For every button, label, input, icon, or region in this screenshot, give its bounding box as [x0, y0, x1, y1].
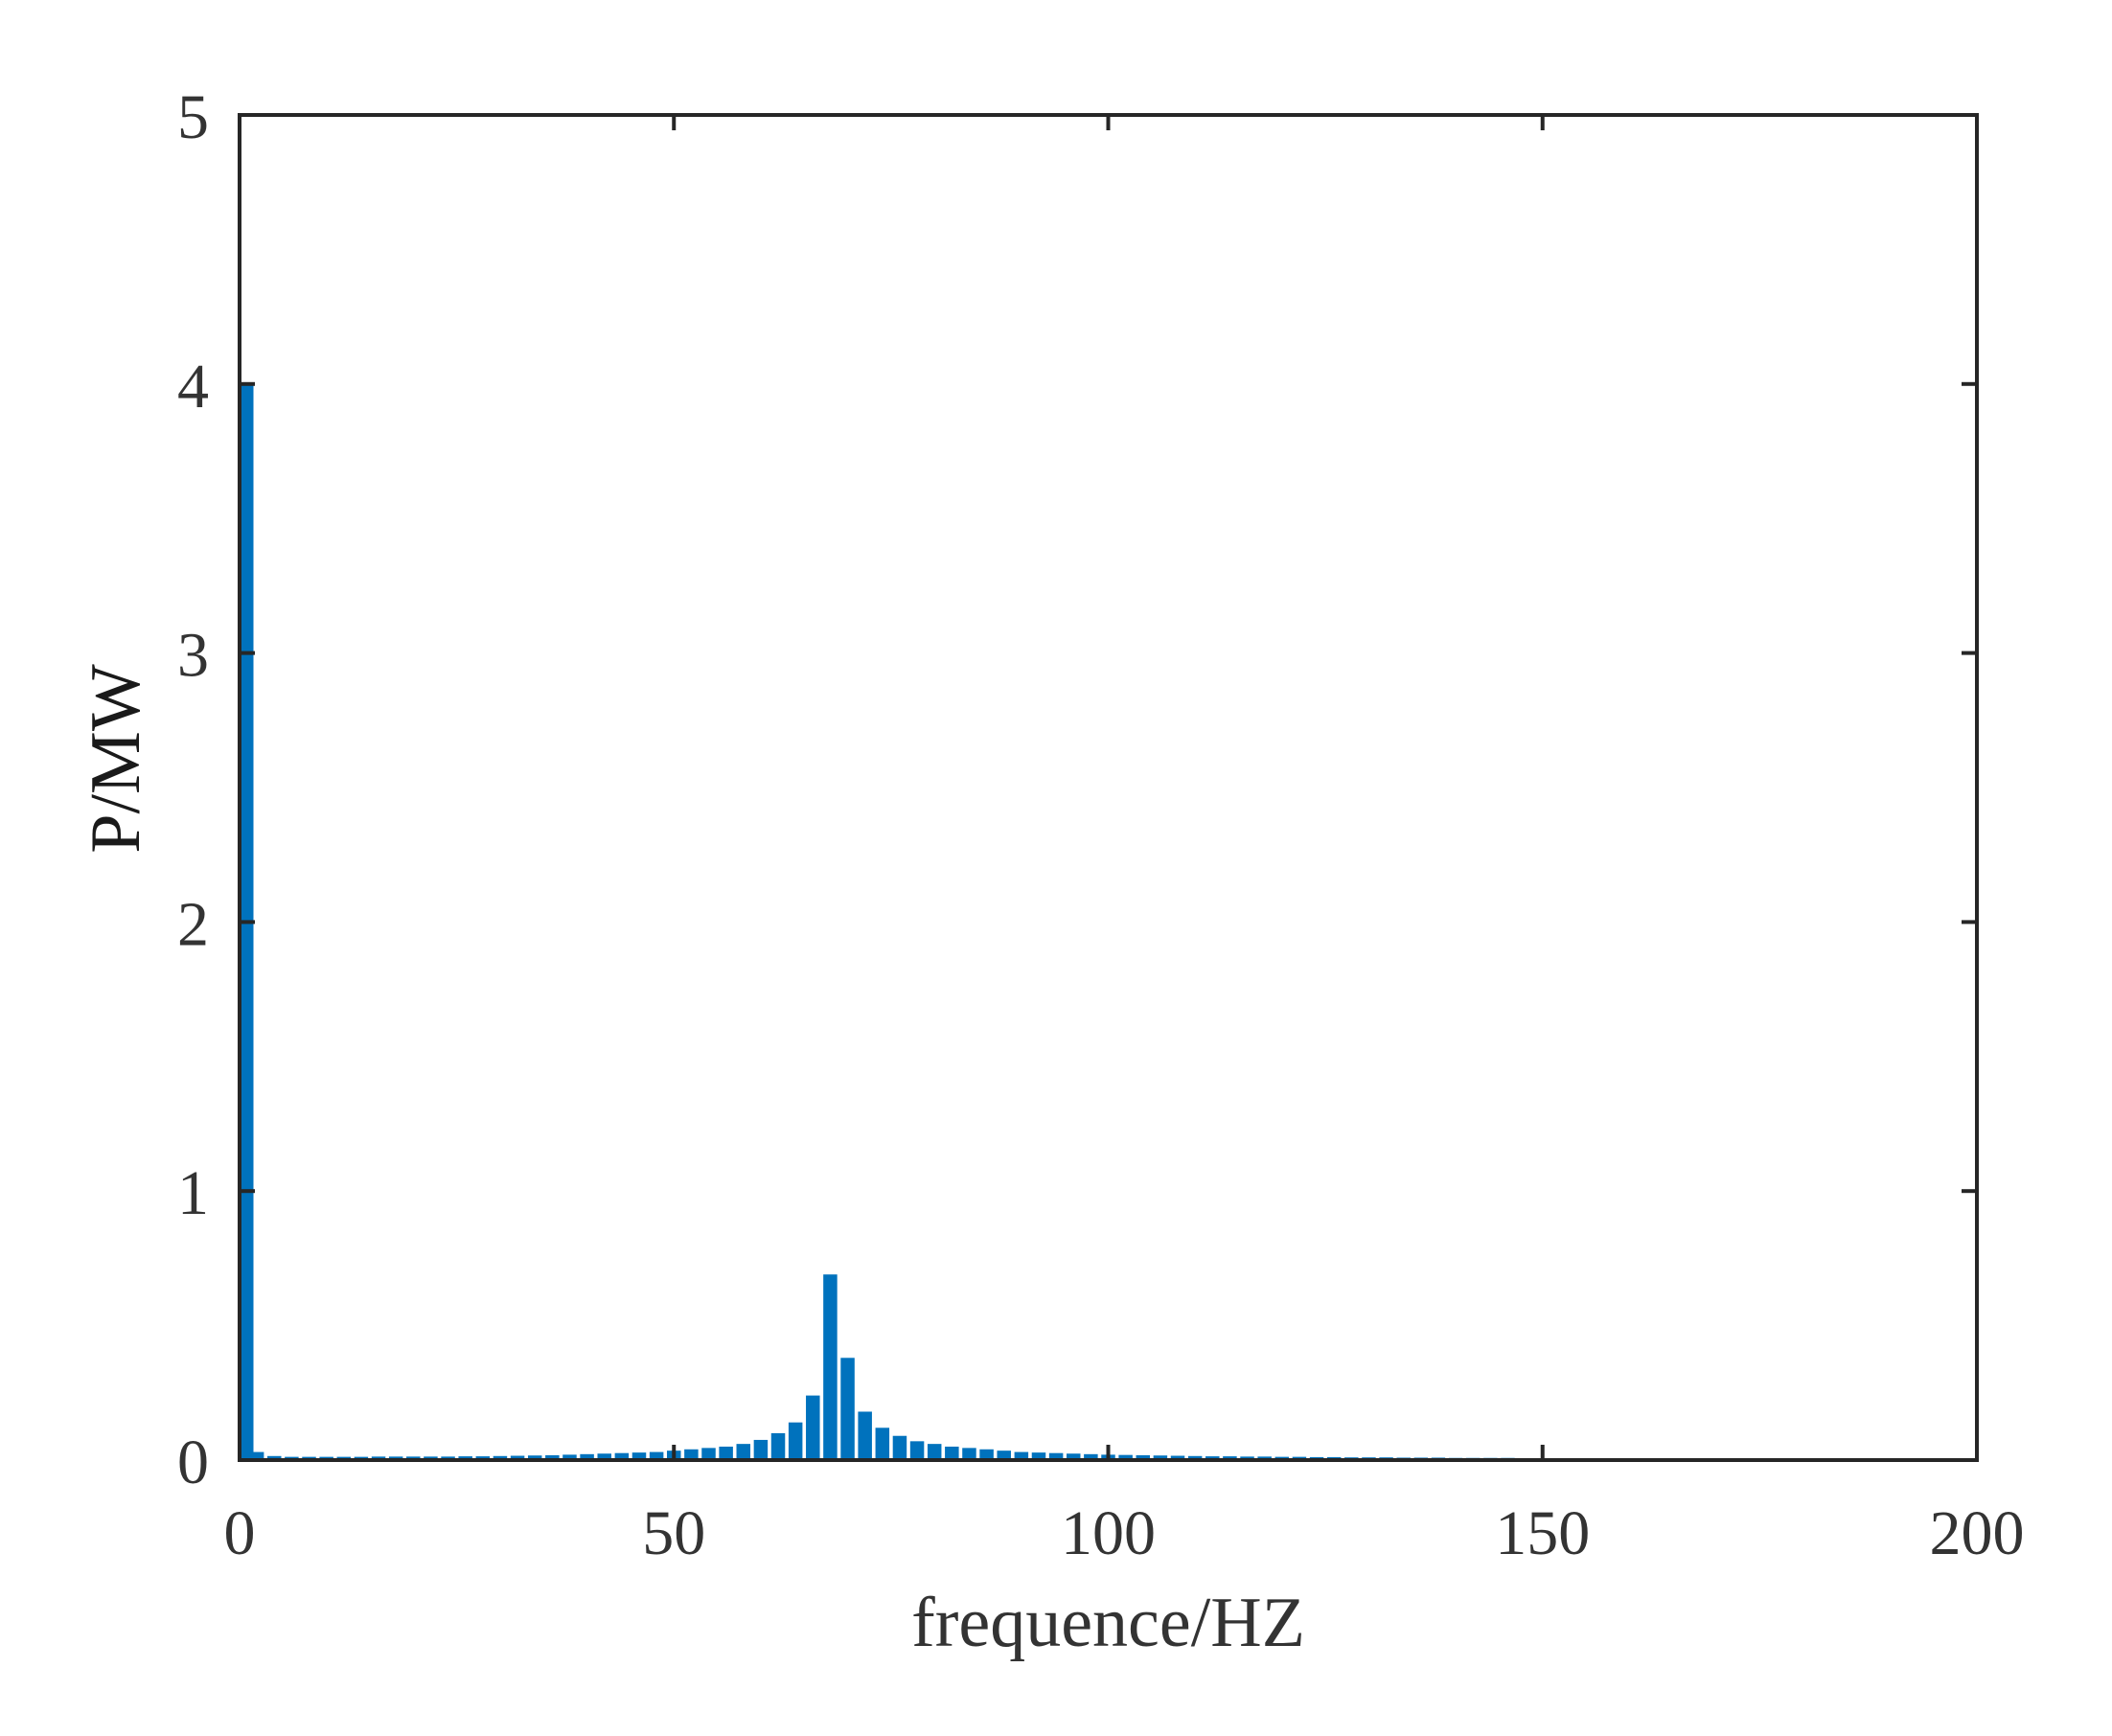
- bar: [701, 1448, 716, 1460]
- bar: [927, 1444, 942, 1460]
- y-tick-label: 4: [177, 352, 209, 422]
- bar: [892, 1435, 907, 1460]
- bar: [1014, 1451, 1029, 1460]
- x-axis-label: frequence/HZ: [911, 1584, 1305, 1662]
- bars-group: [240, 383, 1689, 1460]
- bar: [1187, 1455, 1203, 1460]
- tick-labels-group: 0 50 100 150 200 0 1 2 3 4 5: [177, 82, 2025, 1568]
- bar: [945, 1446, 959, 1460]
- bar: [631, 1452, 647, 1460]
- bar: [962, 1448, 976, 1460]
- bar: [1066, 1453, 1081, 1460]
- bar: [597, 1453, 611, 1460]
- x-tick-label: 150: [1495, 1498, 1590, 1568]
- bar: [788, 1422, 803, 1460]
- bar: [614, 1452, 630, 1460]
- bar: [770, 1432, 786, 1460]
- bar: [840, 1358, 855, 1460]
- bar: [979, 1449, 994, 1460]
- bar: [806, 1395, 820, 1460]
- y-tick-label: 3: [177, 621, 209, 691]
- bar: [249, 1451, 264, 1460]
- bar: [875, 1428, 890, 1460]
- bar: [858, 1411, 872, 1460]
- bar: [545, 1454, 560, 1460]
- bar: [1153, 1455, 1168, 1460]
- y-tick-label: 0: [177, 1428, 209, 1497]
- ticks-group: [238, 113, 1979, 1462]
- bar: [527, 1455, 542, 1460]
- x-tick-label: 200: [1930, 1498, 2025, 1568]
- y-axis-label: P/MW: [77, 664, 155, 854]
- x-tick-label: 0: [224, 1498, 256, 1568]
- y-tick-label: 1: [177, 1158, 209, 1228]
- bar: [1048, 1452, 1064, 1460]
- bar: [1136, 1454, 1151, 1460]
- bar: [267, 1455, 282, 1460]
- bar: [1170, 1455, 1185, 1460]
- bar: [580, 1453, 594, 1460]
- bar: [1118, 1454, 1133, 1460]
- bar: [1031, 1452, 1046, 1460]
- bar: [493, 1455, 508, 1460]
- y-tick-label: 2: [177, 889, 209, 959]
- y-tick-label: 5: [177, 82, 209, 152]
- bar: [649, 1451, 664, 1460]
- bar: [562, 1454, 577, 1460]
- bar: [684, 1449, 699, 1460]
- bar: [510, 1455, 525, 1460]
- x-tick-label: 50: [642, 1498, 705, 1568]
- x-tick-label: 100: [1061, 1498, 1156, 1568]
- bar: [719, 1446, 733, 1460]
- bar: [823, 1274, 838, 1460]
- bar: [736, 1444, 751, 1460]
- bar: [909, 1441, 925, 1460]
- bar: [1084, 1453, 1098, 1460]
- bar: [753, 1439, 769, 1460]
- plot-frame: [238, 113, 1979, 1462]
- bar: [997, 1450, 1011, 1460]
